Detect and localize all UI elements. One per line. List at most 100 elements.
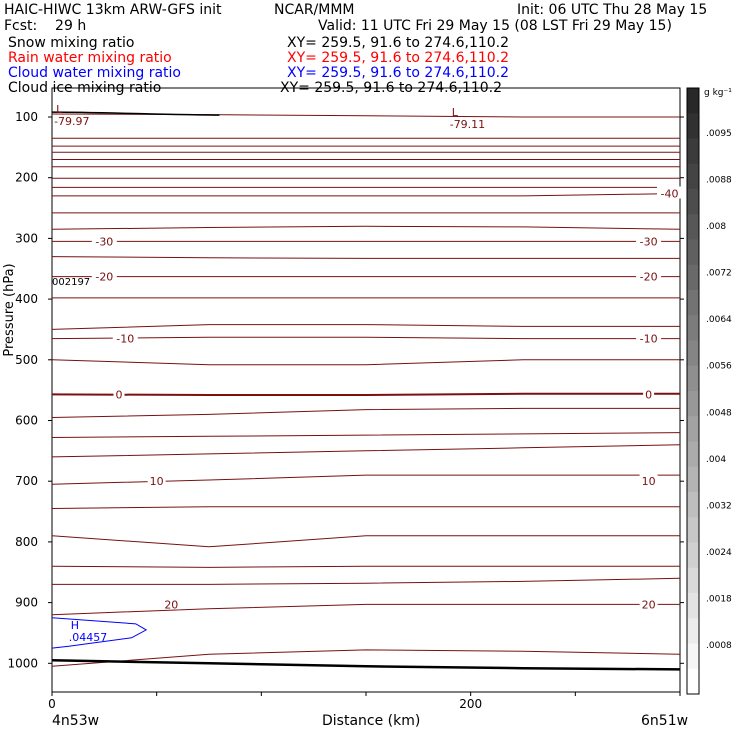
contour-label-bg bbox=[657, 186, 683, 199]
contour-label: 10 bbox=[150, 475, 164, 488]
contour-label-bg bbox=[91, 269, 117, 282]
colorbar-segment bbox=[687, 88, 699, 114]
colorbar-segment bbox=[687, 441, 699, 468]
colorbar-segment bbox=[687, 163, 699, 190]
contour-label: -30 bbox=[640, 235, 658, 248]
contour-label: 10 bbox=[642, 475, 656, 488]
contour-label: -10 bbox=[116, 333, 134, 346]
header-valid: Valid: 11 UTC Fri 29 May 15 (08 LST Fri … bbox=[318, 18, 672, 34]
legend-cloudwater-xy: XY= 259.5, 91.6 to 274.6,110.2 bbox=[287, 65, 510, 81]
y-tick-label: 100 bbox=[15, 110, 38, 124]
colorbar-label: .0018 bbox=[706, 594, 732, 604]
isotherm-contour bbox=[51, 432, 681, 438]
header-fcst: Fcst: 29 h bbox=[4, 18, 87, 34]
x-tick-label: 200 bbox=[459, 697, 482, 711]
x-tick-label: 0 bbox=[48, 697, 56, 711]
colorbar-label: .0032 bbox=[706, 501, 732, 511]
colorbar-label: .0072 bbox=[706, 269, 732, 279]
colorbar-segment bbox=[687, 113, 699, 139]
extremum-value: .04457 bbox=[69, 631, 108, 644]
isotherm-contour bbox=[51, 392, 680, 396]
contour-label-bg bbox=[113, 387, 125, 400]
isotherm-contour bbox=[51, 324, 680, 330]
y-tick-label: 500 bbox=[15, 353, 38, 367]
y-tick-label: 600 bbox=[15, 414, 38, 428]
header-init: Init: 06 UTC Thu 28 May 15 bbox=[517, 2, 708, 18]
isotherm-contour bbox=[51, 407, 680, 418]
extremum-marker: L bbox=[452, 106, 459, 119]
isotherm-contour bbox=[51, 444, 681, 458]
colorbar-segment bbox=[687, 416, 699, 442]
contour-label-bg bbox=[636, 269, 662, 282]
y-tick-label: 400 bbox=[15, 292, 38, 306]
legend-rain-xy: XY= 259.5, 91.6 to 274.6,110.2 bbox=[287, 50, 510, 66]
colorbar-segment bbox=[687, 643, 699, 670]
colorbar-label: .0064 bbox=[706, 315, 732, 325]
contour-label-bg bbox=[147, 474, 166, 487]
extremum-value: -79.11 bbox=[450, 118, 485, 131]
terrain-line bbox=[51, 659, 681, 671]
contour-label: -20 bbox=[95, 271, 113, 284]
colorbar-label: .0095 bbox=[706, 129, 732, 139]
contour-label-bg bbox=[639, 597, 658, 610]
colorbar-label: .008 bbox=[706, 222, 726, 232]
isotherm-contour bbox=[52, 577, 681, 585]
colorbar-label: .0024 bbox=[706, 548, 732, 558]
colorbar-segment bbox=[687, 567, 699, 594]
colorbar-segment bbox=[687, 391, 699, 417]
contour-label: -20 bbox=[640, 271, 658, 284]
colorbar-segment bbox=[687, 492, 699, 518]
colorbar-segment bbox=[687, 365, 699, 392]
colorbar-segment bbox=[687, 264, 699, 291]
colorbar-segment bbox=[687, 239, 699, 266]
colorbar-segment bbox=[687, 668, 699, 695]
isotherm-contour bbox=[52, 193, 681, 197]
contour-label: 0 bbox=[115, 388, 122, 401]
isotherm-contour bbox=[51, 336, 680, 340]
colorbar-segment bbox=[687, 618, 699, 644]
isotherm-contour bbox=[51, 225, 681, 230]
y-tick-label: 900 bbox=[15, 596, 38, 610]
colorbar-frame bbox=[686, 87, 700, 695]
colorbar-segment bbox=[687, 290, 699, 316]
contour-label: -40 bbox=[661, 187, 679, 200]
contour-label-bg bbox=[639, 474, 658, 487]
legend-snow-xy: XY= 259.5, 91.6 to 274.6,110.2 bbox=[287, 35, 510, 51]
isotherm-contour bbox=[51, 474, 680, 485]
colorbar-segment bbox=[687, 593, 699, 619]
isotherm-contour bbox=[51, 359, 680, 366]
side-value-label: 002197 bbox=[52, 277, 90, 288]
contour-label: 20 bbox=[642, 598, 656, 611]
colorbar-segment bbox=[687, 466, 699, 493]
legend-rain-label: Rain water mixing ratio bbox=[8, 50, 172, 66]
colorbar-segment bbox=[687, 542, 699, 569]
y-tick-label: 700 bbox=[15, 474, 38, 488]
contour-label-bg bbox=[643, 387, 655, 400]
isotherm-contour bbox=[51, 603, 680, 616]
y-tick-label: 200 bbox=[15, 171, 38, 185]
contour-label-bg bbox=[91, 234, 117, 247]
colorbar-segment bbox=[687, 214, 699, 240]
x-axis-label: Distance (km) bbox=[322, 713, 421, 729]
legend-cloudwater-label: Cloud water mixing ratio bbox=[8, 65, 181, 81]
colorbar-segment bbox=[687, 517, 699, 543]
colorbar-label: .0048 bbox=[706, 408, 732, 418]
extremum-marker: L bbox=[56, 103, 63, 116]
cloud-ice-contour bbox=[51, 111, 220, 116]
colorbar-segment bbox=[687, 189, 699, 215]
isotherm-contour bbox=[51, 565, 680, 568]
contour-label-bg bbox=[636, 234, 662, 247]
legend-snow-label: Snow mixing ratio bbox=[8, 35, 135, 51]
colorbar-unit: g kg⁻¹ bbox=[704, 88, 732, 98]
isotherm-contour bbox=[51, 506, 680, 509]
colorbar-segment bbox=[687, 138, 699, 165]
isotherm-contour bbox=[51, 256, 680, 259]
contour-label-bg bbox=[636, 331, 662, 344]
contour-label-bg bbox=[162, 597, 181, 610]
contour-label: -10 bbox=[640, 333, 658, 346]
extremum-value: -79.97 bbox=[54, 115, 89, 128]
colorbar-label: .0008 bbox=[706, 641, 732, 651]
isotherm-contour bbox=[51, 649, 681, 667]
isotherm-contour bbox=[51, 535, 680, 548]
